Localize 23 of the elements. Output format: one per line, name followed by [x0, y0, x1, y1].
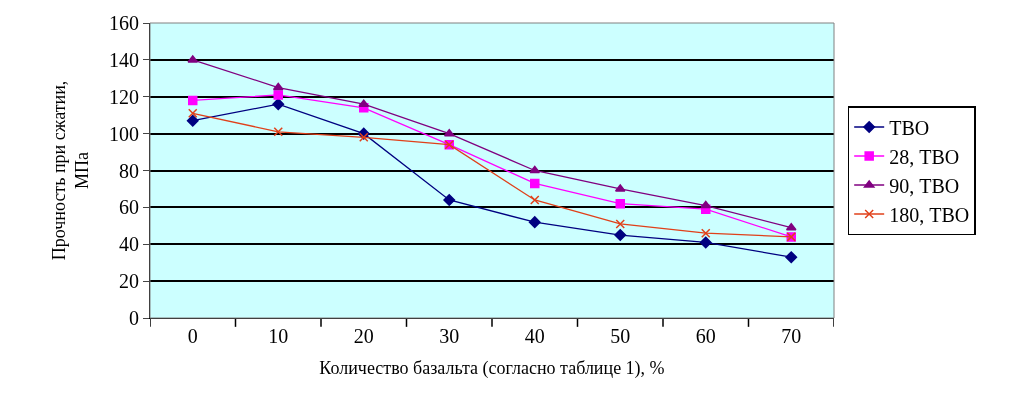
x-tick-label: 10	[268, 325, 289, 347]
x-tick-label: 20	[353, 325, 374, 347]
x-tick-label: 30	[439, 325, 460, 347]
y-tick-label: 40	[119, 233, 139, 256]
y-tick-label: 80	[119, 159, 139, 182]
y-tick-label: 60	[119, 196, 139, 219]
y-axis-title: Прочность при сжатии, МПа	[48, 80, 93, 261]
x-tick-label: 40	[524, 325, 545, 347]
x-tick-label: 50	[610, 325, 631, 347]
y-tick-label: 100	[109, 122, 139, 145]
x-tick-label: 70	[781, 325, 802, 347]
y-tick-label: 160	[109, 12, 139, 34]
legend-label: 28, ТВО	[889, 145, 960, 168]
y-tick-label: 140	[109, 48, 139, 71]
y-tick-label: 120	[109, 85, 139, 108]
legend-label: ТВО	[889, 116, 930, 139]
y-tick-label: 0	[129, 307, 139, 329]
y-tick-label: 20	[119, 270, 139, 293]
x-tick-label: 0	[187, 325, 198, 347]
legend-label: 180, ТВО	[889, 203, 970, 226]
x-axis-title: Количество базальта (согласно таблице 1), %	[319, 358, 665, 380]
legend-label: 90, ТВО	[889, 174, 960, 197]
x-tick-label: 60	[695, 325, 716, 347]
